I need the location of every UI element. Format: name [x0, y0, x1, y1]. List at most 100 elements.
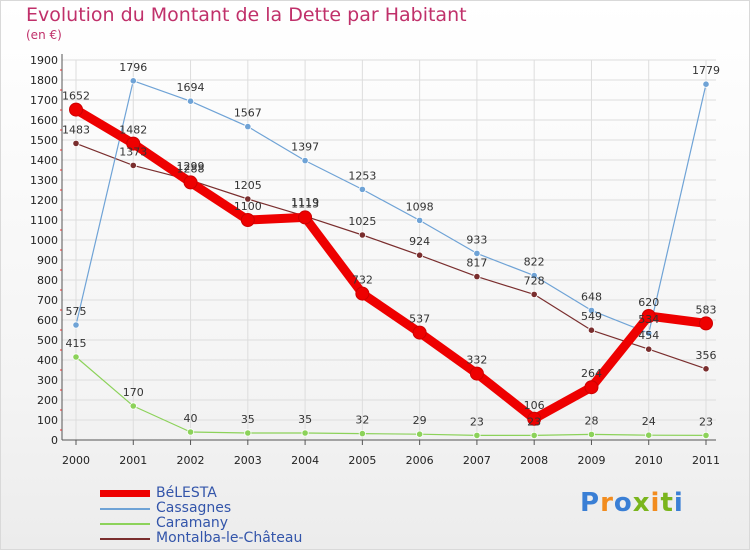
data-point [186, 428, 195, 436]
logo-letter: i [673, 488, 684, 518]
x-tick-label: 2003 [234, 454, 262, 467]
y-tick-label: 300 [37, 374, 58, 387]
logo-letter: o [613, 488, 633, 518]
data-point [186, 97, 195, 105]
y-tick-label: 100 [37, 414, 58, 427]
axes: 0 100 200 300 400 500 600 700 800 900 1000 1100 1200… [30, 54, 720, 467]
x-tick-label: 2009 [577, 454, 605, 467]
data-label: 24 [642, 415, 656, 428]
x-tick-label: 2008 [520, 454, 548, 467]
data-label: 1205 [234, 179, 262, 192]
y-tick-label: 600 [37, 314, 58, 327]
x-tick-label: 2010 [635, 454, 663, 467]
data-point [527, 411, 542, 426]
data-label: 728 [524, 274, 545, 287]
y-tick-label: 1500 [30, 134, 58, 147]
legend-label: Cassagnes [156, 500, 232, 516]
legend-swatch [100, 508, 150, 510]
data-point [244, 429, 252, 437]
data-label: 415 [66, 337, 87, 350]
data-point [641, 309, 656, 323]
chart-subtitle: (en €) [26, 28, 62, 42]
y-tick-label: 1100 [30, 214, 58, 227]
x-tick-label: 2007 [463, 454, 491, 467]
y-tick-label: 1200 [30, 194, 58, 207]
series-line [75, 356, 707, 436]
data-label: 356 [696, 349, 717, 362]
data-label: 817 [466, 257, 487, 270]
data-point [244, 123, 252, 131]
y-tick-label: 1900 [30, 54, 58, 67]
data-point [301, 429, 309, 437]
x-tick-label: 2004 [291, 454, 319, 467]
data-point [298, 210, 313, 225]
data-label: 40 [184, 412, 198, 425]
y-tick-label: 1300 [30, 174, 58, 187]
data-label: 32 [355, 414, 369, 427]
data-point [530, 290, 538, 298]
data-point [584, 380, 599, 395]
data-point [183, 175, 198, 190]
y-tick-label: 800 [37, 274, 58, 287]
y-tick-label: 1000 [30, 234, 58, 247]
data-label: 1119 [291, 196, 319, 209]
data-point [587, 326, 596, 334]
data-point [469, 366, 484, 381]
data-label: 332 [466, 354, 487, 367]
data-label: 732 [352, 274, 373, 287]
data-point [645, 345, 653, 353]
data-label: 1652 [62, 90, 90, 103]
data-point [244, 195, 252, 203]
data-point [240, 213, 255, 227]
data-point [416, 430, 424, 438]
x-tick-label: 2005 [348, 454, 376, 467]
x-tick-label: 2011 [692, 454, 720, 467]
data-point [126, 136, 141, 151]
x-tick-label: 2002 [177, 454, 205, 467]
data-label: 583 [696, 303, 717, 316]
data-label: 454 [638, 329, 659, 342]
data-point [645, 329, 653, 337]
legend-swatch [100, 523, 150, 525]
data-label: 23 [527, 415, 541, 428]
legend-label: BéLESTA [156, 485, 217, 501]
data-point [301, 157, 309, 165]
data-label: 106 [524, 399, 545, 412]
data-point [702, 431, 710, 439]
data-point [473, 431, 481, 439]
data-point [702, 80, 710, 88]
data-point [530, 431, 538, 439]
y-tick-label: 500 [37, 334, 58, 347]
data-point [473, 249, 481, 257]
series-line [75, 80, 707, 334]
data-label: 822 [524, 256, 545, 269]
x-tick-label: 2001 [119, 454, 147, 467]
data-point [355, 286, 370, 301]
data-label: 1025 [348, 215, 376, 228]
y-tick-label: 200 [37, 394, 58, 407]
data-label: 1397 [291, 141, 319, 154]
data-label: 1567 [234, 107, 262, 120]
data-point [645, 431, 653, 439]
y-tick-label: 400 [37, 354, 58, 367]
legend-label: Caramany [156, 515, 229, 531]
data-label: 28 [584, 414, 598, 427]
data-point [72, 321, 80, 329]
data-label: 1100 [234, 200, 262, 213]
logo-letter: i [650, 488, 661, 518]
y-tick-label: 1600 [30, 114, 58, 127]
data-point [129, 161, 137, 169]
data-point [587, 430, 596, 438]
data-label: 1253 [348, 169, 376, 182]
data-label: 1482 [119, 124, 147, 137]
data-label: 1299 [177, 160, 205, 173]
data-point [72, 139, 80, 147]
data-label: 35 [241, 413, 255, 426]
data-label: 264 [581, 367, 602, 380]
data-label: 1288 [177, 162, 205, 175]
data-point [412, 325, 427, 340]
data-point [72, 353, 80, 361]
data-label: 1694 [177, 81, 205, 94]
data-label: 29 [413, 414, 427, 427]
